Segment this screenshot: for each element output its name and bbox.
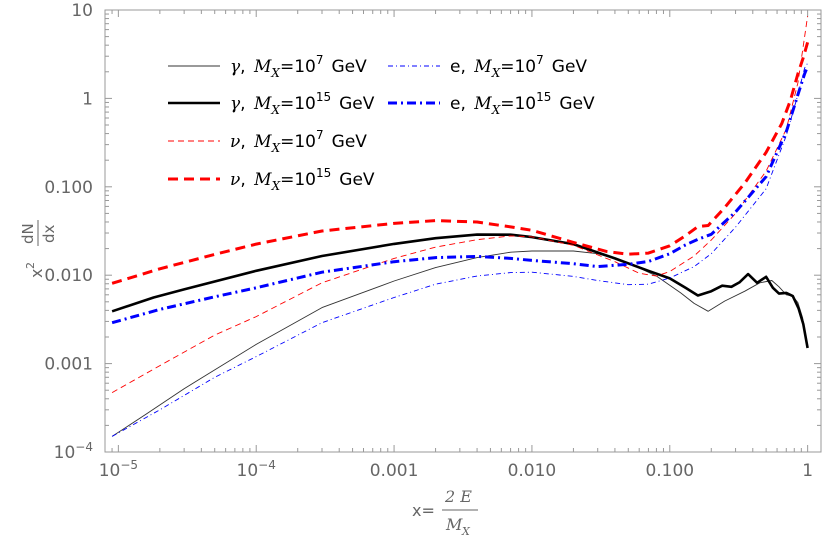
legend-item-nu_1e15: ν, MX=1015 GeV [168, 166, 375, 193]
series-gamma_1e15 [111, 233, 809, 349]
legend-label: e, MX=1015 GeV [450, 90, 595, 117]
y-label-denominator: dx [40, 224, 58, 243]
y-label-base: x [27, 269, 46, 278]
x-label-denominator: M [445, 515, 463, 534]
legend-item-e_1e15: e, MX=1015 GeV [388, 90, 595, 117]
legend-item-gamma_1e7: γ, MX=107 GeV [168, 53, 367, 80]
y-tick-label: 0.001 [44, 355, 93, 375]
x-tick-label: 10−5 [99, 458, 138, 481]
y-axis-label: x 2 dN dx [19, 220, 58, 278]
x-label-denominator-sub: X [461, 525, 471, 538]
x-axis-label: x= 2 E M X [412, 487, 478, 538]
legend-item-e_1e7: e, MX=107 GeV [388, 53, 587, 80]
y-tick-label: 10 [71, 1, 93, 21]
series-nu_1e15 [111, 41, 810, 285]
series-layer [111, 16, 810, 437]
axis-ticks [104, 9, 821, 453]
legend: γ, MX=107 GeV γ, MX=1015 GeV ν, MX=107 GeV ν, … [168, 53, 595, 193]
y-label-exp: 2 [24, 262, 37, 269]
legend-item-nu_1e7: ν, MX=107 GeV [168, 128, 367, 155]
y-tick-label: 0.100 [44, 178, 93, 198]
y-tick-label: 1 [82, 89, 93, 109]
x-tick-label: 0.001 [370, 461, 419, 481]
x-tick-label: 0.100 [645, 461, 694, 481]
plot-frame [104, 9, 822, 453]
series-e_1e7 [111, 62, 808, 437]
legend-label: γ, MX=107 GeV [230, 53, 367, 80]
x-tick-label: 0.010 [508, 461, 557, 481]
x-label-numerator: 2 E [444, 487, 472, 506]
axis-tick-labels: 10−5 10−4 0.001 0.010 0.100 1 10−4 0.001 0.010 0.… [44, 1, 813, 481]
x-tick-label: 1 [802, 461, 813, 481]
y-label-numerator: dN [19, 223, 37, 244]
x-label-prefix: x= [412, 501, 435, 520]
legend-label: γ, MX=1015 GeV [230, 90, 375, 117]
y-tick-label: 10−4 [54, 440, 93, 463]
x-tick-label: 10−4 [237, 458, 276, 481]
legend-label: ν, MX=107 GeV [230, 128, 367, 155]
legend-label: ν, MX=1015 GeV [230, 166, 375, 193]
series-e_1e15 [111, 65, 809, 325]
legend-label: e, MX=107 GeV [450, 53, 587, 80]
legend-item-gamma_1e15: γ, MX=1015 GeV [168, 90, 375, 117]
y-tick-label: 0.010 [44, 266, 93, 286]
